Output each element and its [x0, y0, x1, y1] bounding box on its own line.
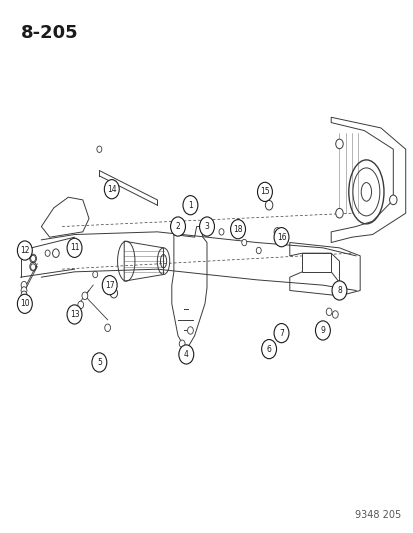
Circle shape [179, 340, 185, 348]
Circle shape [335, 139, 342, 149]
Circle shape [21, 287, 27, 294]
Circle shape [331, 281, 346, 300]
Text: 18: 18 [233, 225, 242, 233]
Circle shape [110, 288, 117, 298]
Circle shape [218, 229, 223, 235]
Circle shape [199, 217, 214, 236]
Text: 8-205: 8-205 [21, 24, 78, 42]
Circle shape [102, 276, 117, 295]
Circle shape [183, 196, 197, 215]
Circle shape [315, 321, 330, 340]
Text: 2: 2 [175, 222, 180, 231]
Text: 6: 6 [266, 345, 271, 353]
Circle shape [93, 271, 97, 278]
Circle shape [256, 247, 261, 254]
Text: 17: 17 [104, 281, 114, 289]
Circle shape [97, 146, 102, 152]
Circle shape [273, 228, 280, 236]
Text: 13: 13 [69, 310, 79, 319]
Circle shape [21, 291, 27, 298]
Text: 14: 14 [107, 185, 116, 193]
Text: 1: 1 [188, 201, 192, 209]
Circle shape [78, 301, 83, 309]
Circle shape [67, 305, 82, 324]
Circle shape [21, 281, 27, 289]
Circle shape [332, 311, 337, 318]
Circle shape [325, 308, 331, 316]
Circle shape [178, 345, 193, 364]
Circle shape [31, 255, 36, 262]
Text: 8: 8 [336, 286, 341, 295]
Text: 9: 9 [320, 326, 325, 335]
Circle shape [170, 217, 185, 236]
Circle shape [261, 340, 276, 359]
Circle shape [257, 182, 272, 201]
Circle shape [187, 327, 193, 334]
Circle shape [335, 208, 342, 218]
Text: 3: 3 [204, 222, 209, 231]
Text: 16: 16 [276, 233, 286, 241]
Circle shape [82, 292, 88, 300]
Circle shape [104, 324, 110, 332]
Circle shape [241, 239, 246, 246]
Circle shape [67, 238, 82, 257]
Circle shape [31, 264, 36, 270]
Text: 9348 205: 9348 205 [354, 510, 401, 520]
Circle shape [265, 200, 272, 210]
Circle shape [273, 324, 288, 343]
Text: 15: 15 [259, 188, 269, 196]
Circle shape [273, 228, 288, 247]
Text: 12: 12 [20, 246, 29, 255]
Polygon shape [301, 253, 330, 272]
Text: 11: 11 [70, 244, 79, 252]
Circle shape [389, 195, 396, 205]
Circle shape [45, 250, 50, 256]
Text: 4: 4 [183, 350, 188, 359]
Circle shape [230, 220, 245, 239]
Circle shape [17, 241, 32, 260]
Text: 7: 7 [278, 329, 283, 337]
Circle shape [17, 294, 32, 313]
Circle shape [92, 353, 107, 372]
Text: 5: 5 [97, 358, 102, 367]
Circle shape [104, 180, 119, 199]
Text: 10: 10 [20, 300, 30, 308]
